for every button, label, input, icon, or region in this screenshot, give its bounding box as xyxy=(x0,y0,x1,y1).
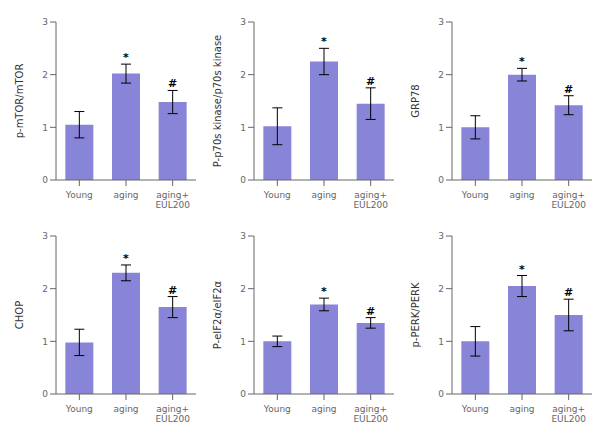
svg-text:1: 1 xyxy=(240,337,246,347)
svg-text:3: 3 xyxy=(438,231,444,241)
svg-text:#: # xyxy=(168,284,177,297)
svg-text:aging: aging xyxy=(509,404,534,414)
svg-text:2: 2 xyxy=(42,70,48,80)
svg-text:2: 2 xyxy=(42,284,48,294)
svg-text:aging+EUL200: aging+EUL200 xyxy=(551,190,586,210)
svg-text:1: 1 xyxy=(438,123,444,133)
svg-text:Young: Young xyxy=(65,190,93,200)
svg-text:p-mTOR/mTOR: p-mTOR/mTOR xyxy=(14,64,25,139)
svg-text:aging+EUL200: aging+EUL200 xyxy=(155,404,190,424)
svg-text:#: # xyxy=(564,83,573,96)
svg-text:1: 1 xyxy=(42,123,48,133)
svg-text:#: # xyxy=(366,75,375,88)
svg-text:Young: Young xyxy=(65,404,93,414)
svg-text:aging: aging xyxy=(311,190,336,200)
svg-text:aging+EUL200: aging+EUL200 xyxy=(155,190,190,210)
svg-text:aging+EUL200: aging+EUL200 xyxy=(551,404,586,424)
svg-text:aging+EUL200: aging+EUL200 xyxy=(353,190,388,210)
svg-text:2: 2 xyxy=(240,284,246,294)
svg-text:P-eIF2α/eIF2α: P-eIF2α/eIF2α xyxy=(212,280,223,349)
svg-text:3: 3 xyxy=(240,17,246,27)
svg-text:p-PERK/PERK: p-PERK/PERK xyxy=(410,282,421,347)
svg-text:aging: aging xyxy=(113,404,138,414)
svg-text:CHOP: CHOP xyxy=(14,301,25,329)
svg-text:aging+EUL200: aging+EUL200 xyxy=(353,404,388,424)
svg-text:0: 0 xyxy=(438,175,444,185)
svg-text:Young: Young xyxy=(263,190,291,200)
svg-text:3: 3 xyxy=(438,17,444,27)
svg-text:aging: aging xyxy=(311,404,336,414)
svg-text:3: 3 xyxy=(240,231,246,241)
svg-text:0: 0 xyxy=(42,389,48,399)
svg-text:2: 2 xyxy=(240,70,246,80)
svg-text:0: 0 xyxy=(438,389,444,399)
svg-text:P-p70s kinase/p70s kinase: P-p70s kinase/p70s kinase xyxy=(212,35,223,168)
svg-text:aging: aging xyxy=(509,190,534,200)
svg-text:1: 1 xyxy=(438,337,444,347)
svg-text:*: * xyxy=(321,285,327,298)
svg-text:2: 2 xyxy=(438,70,444,80)
svg-text:*: * xyxy=(519,263,525,276)
svg-text:GRP78: GRP78 xyxy=(410,84,421,117)
svg-text:1: 1 xyxy=(240,123,246,133)
svg-text:Young: Young xyxy=(263,404,291,414)
svg-text:Young: Young xyxy=(461,190,489,200)
svg-text:0: 0 xyxy=(240,175,246,185)
svg-text:#: # xyxy=(168,77,177,90)
svg-text:*: * xyxy=(123,51,129,64)
svg-text:0: 0 xyxy=(42,175,48,185)
svg-text:aging: aging xyxy=(113,190,138,200)
svg-text:*: * xyxy=(321,35,327,48)
svg-text:#: # xyxy=(564,286,573,299)
svg-text:2: 2 xyxy=(438,284,444,294)
svg-text:*: * xyxy=(519,55,525,68)
svg-text:0: 0 xyxy=(240,389,246,399)
svg-text:1: 1 xyxy=(42,337,48,347)
svg-text:3: 3 xyxy=(42,231,48,241)
svg-text:Young: Young xyxy=(461,404,489,414)
svg-text:#: # xyxy=(366,305,375,318)
svg-text:3: 3 xyxy=(42,17,48,27)
svg-text:*: * xyxy=(123,252,129,265)
